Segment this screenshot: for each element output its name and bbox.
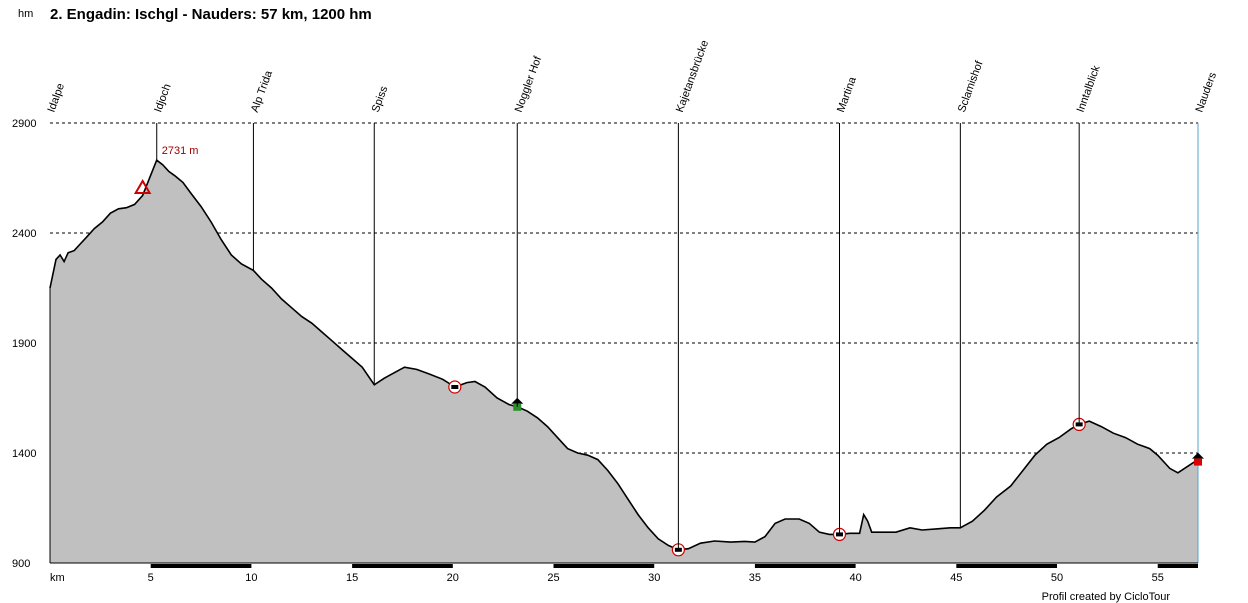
axis-segment-1	[352, 564, 453, 568]
y-tick-label-1400: 1400	[12, 448, 36, 460]
x-tick-label-50: 50	[1051, 572, 1063, 584]
elevation-line	[49, 158, 1199, 551]
axis-segment-5	[1157, 564, 1198, 568]
y-axis-unit-label: hm	[18, 8, 33, 20]
x-tick-label-15: 15	[346, 572, 358, 584]
y-tick-label-2400: 2400	[12, 228, 36, 240]
y-tick-label-1900: 1900	[12, 338, 36, 350]
house-body-icon	[513, 403, 522, 411]
destination-roof-icon	[1192, 452, 1204, 459]
waypoint-label-0: Idalpe	[46, 82, 68, 114]
waypoint-label-4: Noggler Hof	[513, 54, 545, 114]
elevation-area	[50, 160, 1198, 563]
waypoint-label-3: Spiss	[370, 84, 391, 114]
axis-segment-2	[553, 564, 655, 568]
x-tick-label-25: 25	[547, 572, 559, 584]
destination-body-icon	[1194, 458, 1202, 466]
x-tick-label-20: 20	[447, 572, 459, 584]
y-tick-label-900: 900	[12, 558, 30, 570]
waypoint-label-8: Inntalblick	[1075, 63, 1103, 114]
axis-segment-0	[150, 564, 252, 568]
waypoint-label-7: Sclamishof	[956, 58, 986, 114]
waypoint-label-6: Martina	[835, 75, 859, 114]
x-tick-label-55: 55	[1152, 572, 1164, 584]
x-tick-label-40: 40	[849, 572, 861, 584]
hut-marker-glyph-0	[451, 385, 459, 389]
x-tick-label-35: 35	[749, 572, 761, 584]
credit-text: Profil created by CicloTour	[1042, 591, 1171, 603]
axis-segment-3	[754, 564, 856, 568]
x-axis-unit-label: km	[50, 572, 65, 584]
waypoint-label-1: Idjoch	[152, 82, 173, 114]
summit-marker-icon	[133, 179, 152, 194]
x-tick-label-30: 30	[648, 572, 660, 584]
y-tick-label-2900: 2900	[12, 118, 36, 130]
waypoint-label-9: Nauders	[1194, 70, 1220, 114]
chart-title: 2. Engadin: Ischgl - Nauders: 57 km, 120…	[50, 6, 372, 23]
waypoint-label-5: Kajetansbrücke	[674, 39, 711, 114]
x-tick-label-5: 5	[148, 572, 154, 584]
peak-elevation-label: 2731 m	[162, 145, 199, 157]
x-tick-label-10: 10	[245, 572, 257, 584]
x-tick-label-45: 45	[950, 572, 962, 584]
axis-segment-4	[956, 564, 1058, 568]
waypoint-label-2: Alp Trida	[249, 68, 275, 114]
